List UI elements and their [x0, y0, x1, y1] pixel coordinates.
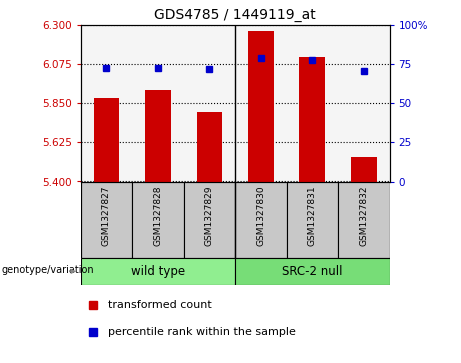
- Text: GSM1327832: GSM1327832: [359, 185, 368, 246]
- Bar: [81, 182, 132, 258]
- Bar: [235, 182, 287, 258]
- Text: genotype/variation: genotype/variation: [1, 265, 94, 275]
- Bar: [81, 258, 235, 285]
- Bar: [300, 57, 325, 182]
- Bar: [351, 157, 377, 182]
- Text: wild type: wild type: [131, 265, 185, 278]
- Bar: [196, 112, 222, 182]
- Bar: [145, 90, 171, 182]
- Text: GSM1327827: GSM1327827: [102, 185, 111, 246]
- Bar: [235, 258, 390, 285]
- Bar: [287, 182, 338, 258]
- Bar: [338, 182, 390, 258]
- Bar: [183, 182, 235, 258]
- Bar: [94, 98, 119, 182]
- Text: GSM1327828: GSM1327828: [154, 185, 162, 246]
- Text: SRC-2 null: SRC-2 null: [282, 265, 343, 278]
- Bar: [132, 182, 183, 258]
- Text: GSM1327829: GSM1327829: [205, 185, 214, 246]
- Text: transformed count: transformed count: [108, 300, 212, 310]
- Title: GDS4785 / 1449119_at: GDS4785 / 1449119_at: [154, 8, 316, 22]
- Text: GSM1327830: GSM1327830: [256, 185, 266, 246]
- Text: percentile rank within the sample: percentile rank within the sample: [108, 327, 296, 337]
- Bar: [248, 32, 274, 182]
- Text: GSM1327831: GSM1327831: [308, 185, 317, 246]
